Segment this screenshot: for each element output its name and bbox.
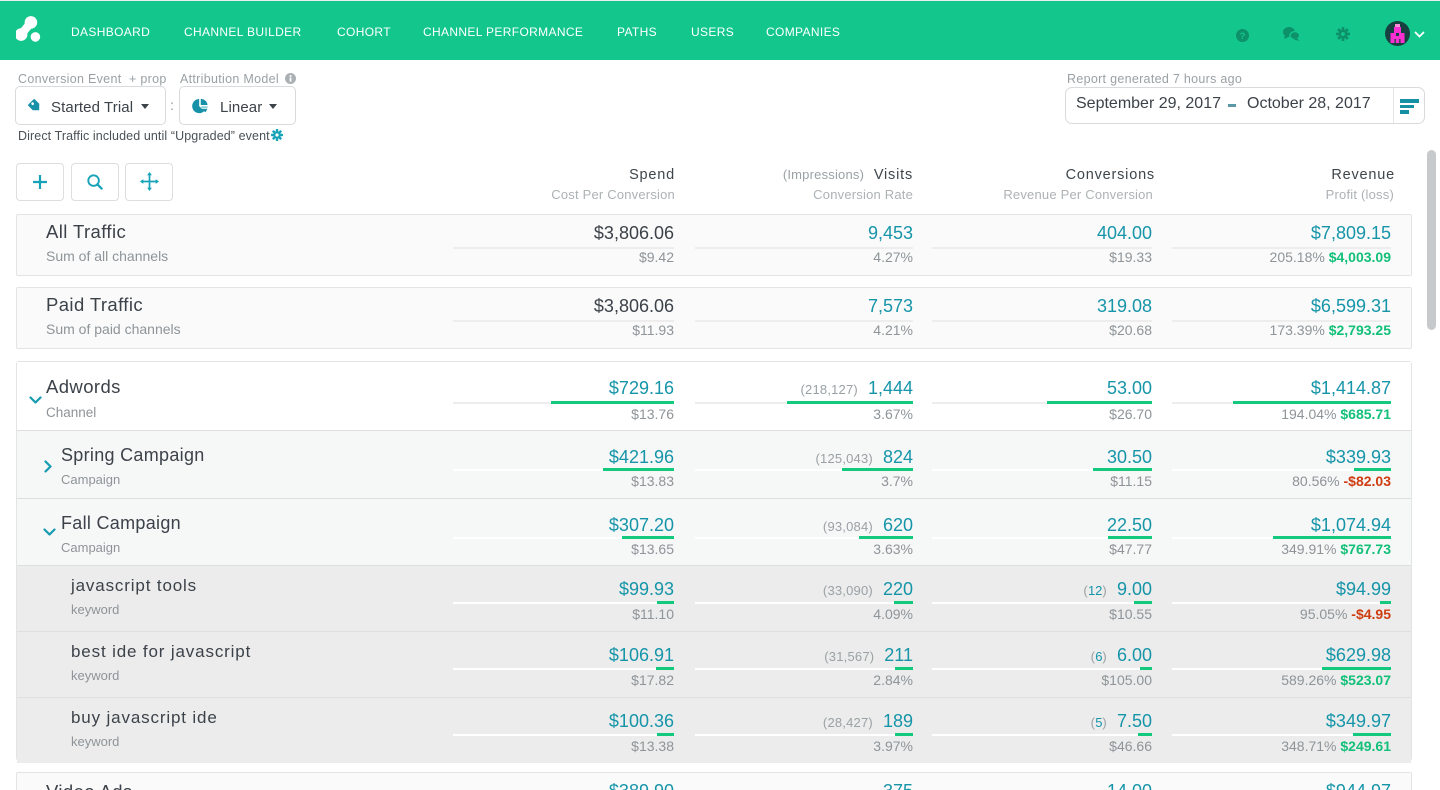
svg-text:?: ? bbox=[1240, 31, 1246, 42]
